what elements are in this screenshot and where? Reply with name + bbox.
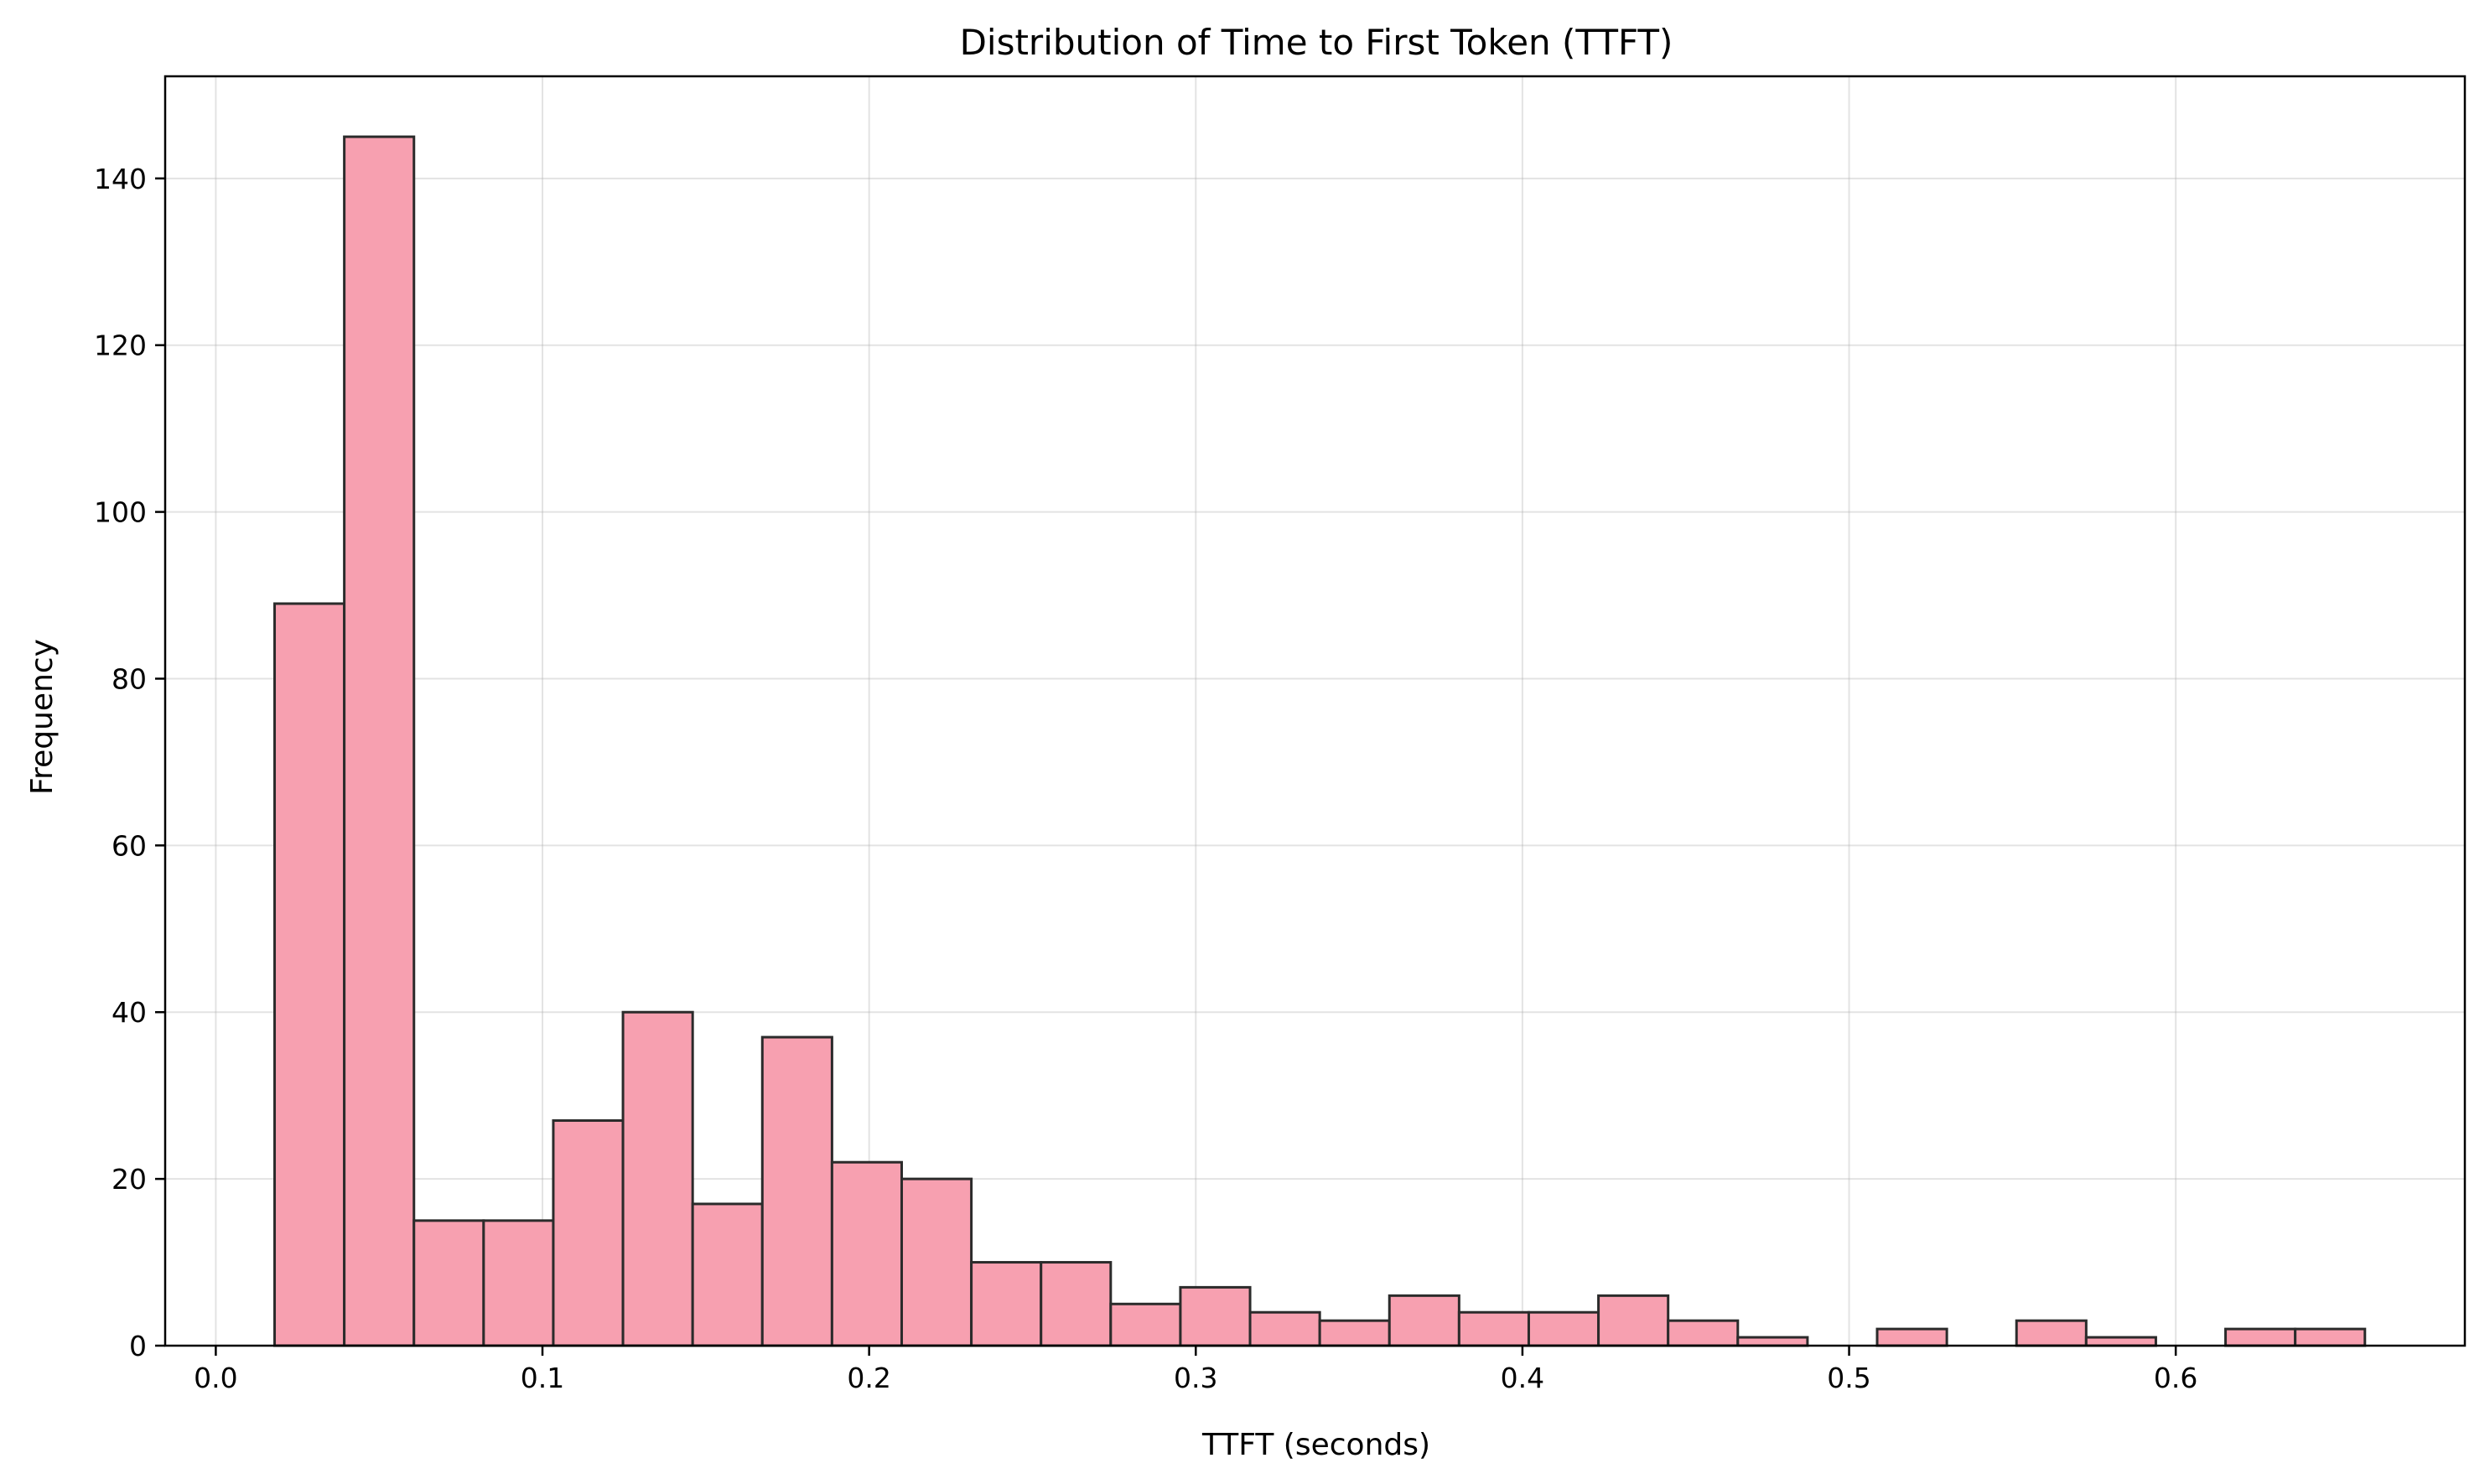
y-axis-label: Frequency <box>25 639 60 795</box>
histogram-bar <box>552 1119 625 1347</box>
y-tick-label: 0 <box>129 1330 147 1362</box>
histogram-bar <box>1457 1310 1530 1347</box>
histogram-bar <box>1875 1327 1948 1347</box>
histogram-bar <box>2294 1327 2367 1347</box>
histogram-bar <box>621 1010 694 1347</box>
histogram-bar <box>2084 1336 2157 1347</box>
histogram-bar <box>900 1177 973 1347</box>
histogram-bar <box>2224 1327 2297 1347</box>
y-tick-label: 100 <box>94 496 147 529</box>
histogram-bar <box>1597 1294 1670 1347</box>
x-tick-label: 0.0 <box>194 1362 237 1394</box>
chart-title: Distribution of Time to First Token (TTF… <box>960 22 1673 63</box>
grid-lines <box>165 76 2465 1346</box>
y-tick-label: 40 <box>112 996 147 1029</box>
x-tick-label: 0.5 <box>1827 1362 1870 1394</box>
y-tick-label: 80 <box>112 662 147 695</box>
plot-frame <box>163 75 2467 1347</box>
y-tick-label: 60 <box>112 829 147 862</box>
x-axis: 0.0 0.1 0.2 0.3 0.4 0.5 0.6 <box>194 1346 2197 1394</box>
histogram-bar <box>830 1160 904 1347</box>
x-tick-label: 0.3 <box>1174 1362 1217 1394</box>
histogram-bar <box>273 602 346 1347</box>
y-tick-label: 140 <box>94 163 147 195</box>
x-axis-label: TTFT (seconds) <box>1201 1428 1430 1462</box>
histogram-bar <box>691 1202 764 1347</box>
y-tick-label: 120 <box>94 329 147 362</box>
histogram-bar <box>482 1219 555 1347</box>
histogram-bar <box>343 135 416 1347</box>
x-tick-label: 0.4 <box>1501 1362 1544 1394</box>
histogram-bar <box>1736 1336 1809 1347</box>
histogram-bar <box>970 1261 1043 1347</box>
histogram-bar <box>1527 1310 1600 1347</box>
histogram-bar <box>1667 1319 1740 1347</box>
histogram-bar <box>1318 1319 1391 1347</box>
histogram-bar <box>2015 1319 2088 1347</box>
histogram-bar <box>1179 1285 1252 1347</box>
histogram-bar <box>1040 1261 1113 1347</box>
histogram-bar <box>1248 1310 1321 1347</box>
histogram-bar <box>1388 1294 1460 1347</box>
y-tick-label: 20 <box>112 1163 147 1196</box>
x-tick-label: 0.2 <box>847 1362 890 1394</box>
bars-group <box>273 135 2367 1347</box>
histogram-bar <box>412 1219 485 1347</box>
x-tick-label: 0.6 <box>2154 1362 2197 1394</box>
y-axis: 0 20 40 60 80 100 120 140 <box>94 163 165 1362</box>
histogram-bar <box>1109 1302 1182 1347</box>
histogram-bar <box>760 1035 833 1347</box>
x-tick-label: 0.1 <box>521 1362 564 1394</box>
